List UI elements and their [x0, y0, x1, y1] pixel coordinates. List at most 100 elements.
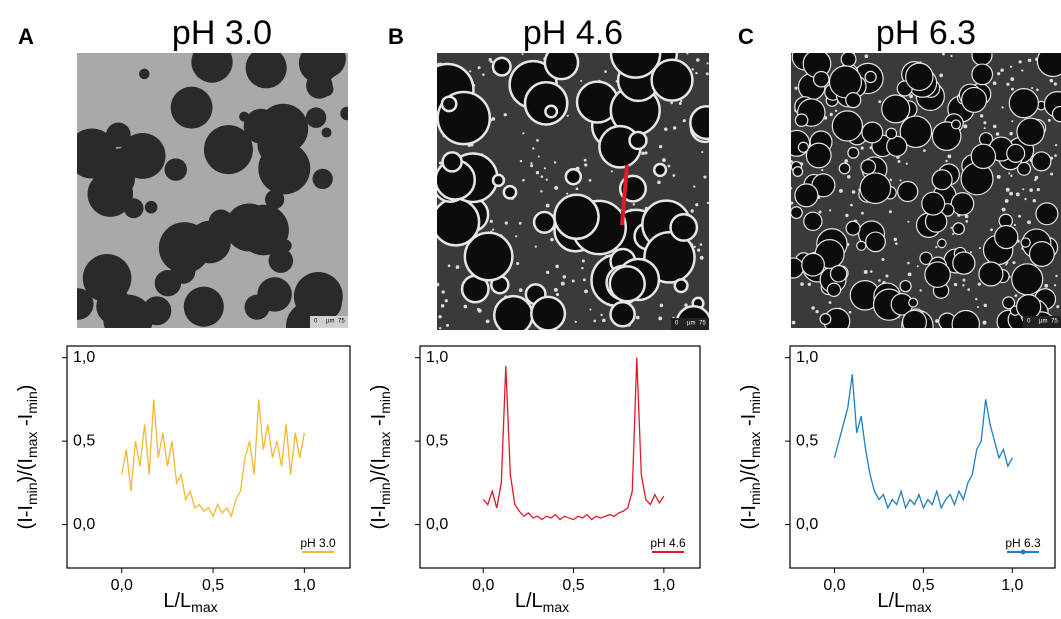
speckle: [807, 282, 812, 287]
speckle: [1036, 187, 1040, 192]
speckle: [878, 279, 881, 282]
speckle: [444, 299, 448, 303]
droplet: [952, 222, 965, 236]
y-axis-label-part: -I: [738, 414, 760, 432]
speckle: [976, 306, 979, 309]
speckle: [1054, 154, 1057, 157]
y-axis-label-part: max: [377, 432, 393, 458]
speckle: [530, 164, 534, 168]
speckle: [1032, 198, 1037, 203]
speckle: [1010, 87, 1014, 91]
droplet: [905, 62, 934, 92]
speckle: [545, 203, 550, 208]
droplet: [952, 251, 976, 275]
speckle: [996, 174, 1001, 179]
speckle: [1024, 197, 1027, 201]
droplet: [669, 213, 699, 242]
micrograph: 0 µm 75: [791, 53, 1061, 328]
x-axis-label: L/Lmax: [515, 590, 569, 614]
speckle: [893, 237, 898, 242]
speckle: [977, 282, 982, 286]
speckle: [811, 306, 815, 310]
droplet: [268, 248, 294, 273]
speckle: [589, 308, 592, 311]
x-tick-label: 0,5: [912, 577, 934, 594]
speckle: [659, 303, 664, 308]
speckle: [670, 101, 673, 105]
y-axis-label-part: (I-I: [368, 505, 390, 529]
legend-label: pH 3.0: [300, 536, 336, 550]
speckle: [695, 71, 698, 75]
y-axis-label-part: ): [738, 385, 760, 392]
x-axis-label-part: max: [191, 599, 217, 615]
droplet: [845, 92, 862, 109]
speckle: [844, 159, 849, 163]
droplet: [886, 135, 908, 157]
speckle: [1010, 77, 1015, 82]
micrograph: 0 µm 75: [77, 53, 348, 328]
droplet: [847, 146, 860, 159]
speckle: [870, 270, 873, 273]
speckle: [583, 158, 587, 162]
scale-label: 75: [699, 321, 706, 327]
speckle: [522, 132, 525, 135]
speckle: [477, 308, 482, 313]
speckle: [641, 151, 645, 156]
droplet: [1016, 117, 1045, 147]
y-axis-label-part: min: [747, 391, 763, 414]
droplet: [845, 220, 861, 236]
scale-bg: [310, 316, 348, 328]
speckle: [490, 60, 494, 64]
y-axis-label-part: )/(I: [368, 458, 390, 482]
speckle: [1011, 120, 1014, 123]
x-tick-label: 1,0: [653, 577, 675, 594]
speckle: [1022, 188, 1025, 191]
speckle: [963, 124, 968, 129]
y-tick-label: 0,5: [796, 432, 818, 449]
speckle: [969, 251, 972, 254]
speckle: [1009, 65, 1013, 68]
x-axis-label-part: L/L: [877, 590, 905, 612]
speckle: [1005, 187, 1010, 192]
speckle: [667, 164, 671, 168]
speckle: [455, 265, 460, 269]
y-axis-label-part: max: [747, 432, 763, 458]
speckle: [658, 316, 663, 321]
speckle: [582, 278, 586, 282]
micrograph: 0 µm 75: [437, 53, 709, 330]
droplet: [628, 130, 648, 151]
speckle: [897, 160, 901, 163]
x-tick-label: 0,5: [202, 577, 224, 594]
speckle: [1054, 143, 1058, 147]
speckle: [503, 113, 507, 117]
droplet: [689, 105, 709, 141]
speckle: [1049, 78, 1054, 83]
speckle: [440, 304, 445, 308]
speckle: [1010, 174, 1013, 177]
speckle: [1015, 192, 1020, 197]
speckle: [540, 175, 544, 178]
droplet: [279, 239, 292, 252]
speckle: [706, 201, 709, 205]
droplet: [978, 261, 1004, 287]
speckle: [983, 121, 987, 125]
droplet: [1031, 151, 1052, 172]
droplet: [937, 238, 947, 249]
droplet: [440, 95, 458, 113]
speckle: [662, 158, 666, 162]
speckle: [947, 154, 952, 159]
plot-frame: [66, 345, 351, 569]
speckle: [515, 235, 518, 238]
speckle: [540, 190, 543, 193]
speckle: [695, 203, 699, 207]
speckle: [469, 70, 472, 73]
speckle: [962, 278, 966, 282]
speckle: [693, 185, 696, 188]
speckle: [554, 185, 559, 190]
speckle: [885, 274, 889, 278]
speckle: [632, 203, 636, 206]
x-axis-label-part: L/L: [163, 590, 191, 612]
speckle: [446, 323, 450, 327]
droplet: [861, 121, 884, 144]
speckle: [593, 319, 597, 323]
